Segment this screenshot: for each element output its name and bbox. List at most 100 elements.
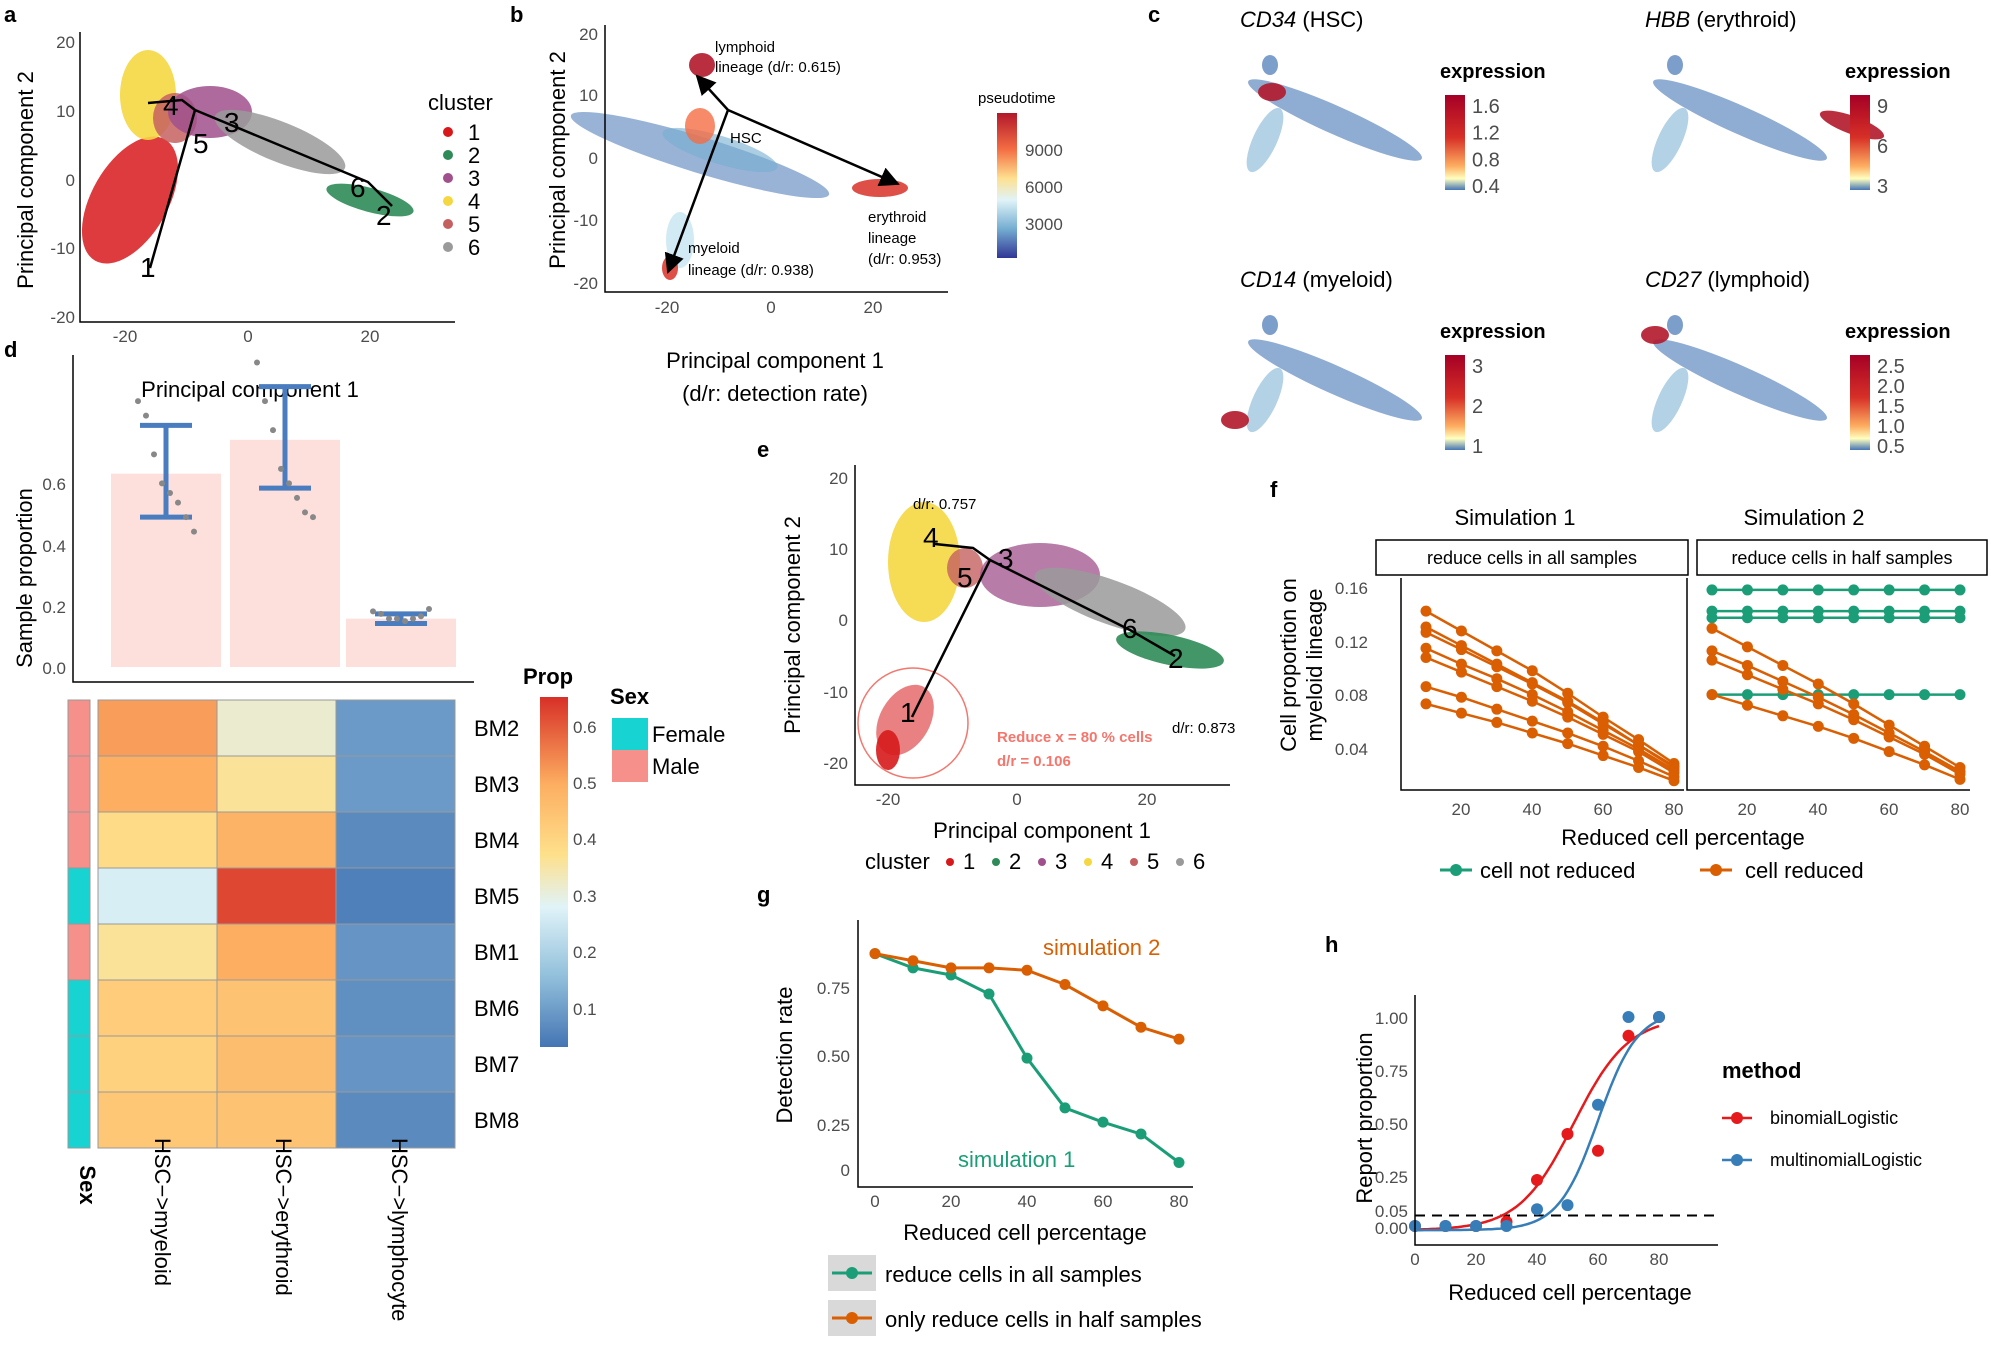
legend-label: 2	[1009, 849, 1021, 874]
panel-d-bars	[111, 359, 456, 667]
legend-label: only reduce cells in half samples	[885, 1307, 1202, 1332]
y-axis-label: Principal component 2	[780, 516, 805, 734]
annotation-dr-right: d/r: 0.873	[1172, 720, 1235, 737]
x-axis-label: Principal component 1	[933, 818, 1151, 843]
series-point	[1777, 659, 1789, 671]
legend-dot	[992, 858, 1000, 866]
panel-h-legend: method binomialLogistic multinomialLogis…	[1722, 1058, 1922, 1170]
panel-h-plot	[1409, 1011, 1718, 1232]
data-point	[418, 613, 424, 620]
data-point	[254, 359, 260, 366]
gene-desc: (erythroid)	[1690, 7, 1796, 32]
series-point	[1592, 1098, 1604, 1111]
x-axis-label: Reduced cell percentage	[903, 1220, 1146, 1245]
data-point	[183, 514, 189, 521]
xtick: 80	[1650, 1250, 1669, 1269]
heatmap-cell	[335, 755, 456, 813]
arrow-myeloid	[664, 109, 730, 274]
panel-b: b 20 10 0 -10 -20 -20 0 20 Principal com…	[510, 2, 1063, 406]
legend-label: reduce cells in all samples	[885, 1262, 1142, 1287]
row-label: BM4	[474, 828, 519, 853]
ytick: 0.75	[1375, 1062, 1408, 1081]
series-line	[1425, 685, 1675, 778]
cluster-1-core	[876, 730, 900, 770]
facet-title-sim1: Simulation 1	[1454, 505, 1575, 530]
ytick: 10	[579, 86, 598, 105]
legend-title: expression	[1845, 61, 1951, 83]
series-point	[1741, 641, 1753, 653]
legend-dot	[1176, 858, 1184, 866]
series-point	[1491, 661, 1503, 673]
series-point	[1561, 1199, 1574, 1212]
series-point	[1883, 746, 1895, 758]
facet-axes	[1686, 578, 1970, 791]
data-point	[394, 615, 400, 622]
series-line	[1425, 656, 1675, 774]
ytick: 0.05	[1375, 1202, 1408, 1221]
series-point	[1562, 738, 1574, 750]
series-line	[1425, 702, 1675, 782]
legend-tick: 0.5	[573, 774, 597, 793]
heatmap-cell	[216, 979, 337, 1037]
heatmap-cell	[216, 699, 337, 757]
legend-label: 5	[468, 212, 480, 237]
annotation-myeloid-dr: lineage (d/r: 0.938)	[688, 262, 814, 279]
xtick: 0	[766, 298, 775, 317]
legend-label: Female	[652, 722, 725, 747]
data-point	[370, 608, 376, 615]
panel-g-plot	[869, 948, 1185, 1169]
data-point	[143, 412, 149, 419]
series-point	[1954, 584, 1966, 596]
legend-label: 4	[1101, 849, 1113, 874]
annotation-dr-top: d/r: 0.757	[913, 496, 976, 513]
legend-label: binomialLogistic	[1770, 1108, 1898, 1128]
panel-f-xticks: 20 40 60 80 20 40 60 80	[1452, 800, 1970, 819]
series-point	[1706, 654, 1718, 666]
legend-dot	[1038, 858, 1046, 866]
facet-strip-sim1	[1375, 539, 1689, 576]
expression-hotspot	[1258, 83, 1286, 101]
series-point	[983, 962, 995, 974]
heatmap-cell	[335, 1035, 456, 1093]
embedding-cloud	[1653, 339, 1827, 421]
pseudotime-legend: pseudotime 9000 6000 3000	[978, 90, 1063, 258]
xtick: 0	[243, 327, 252, 346]
embedding-cloud	[1248, 339, 1422, 421]
ytick: 20	[829, 469, 848, 488]
gene-desc: (lymphoid)	[1701, 267, 1810, 292]
series-point	[1597, 740, 1609, 752]
series-point	[1420, 652, 1432, 663]
data-point	[402, 618, 408, 625]
gene-name: CD34	[1240, 7, 1296, 32]
xtick: 20	[361, 327, 380, 346]
sex-cell	[67, 867, 91, 925]
xtick: -20	[113, 327, 138, 346]
series-point	[1883, 612, 1895, 624]
sex-cell	[67, 979, 91, 1037]
annotation-erythroid-2: lineage	[868, 230, 916, 247]
panel-g-yticks: 0.75 0.50 0.25 0	[817, 979, 850, 1180]
legend-tick: 3000	[1025, 215, 1063, 234]
series-point	[1741, 659, 1753, 671]
xtick: -20	[655, 298, 680, 317]
heatmap-cell	[335, 923, 456, 981]
x-axis-label: Reduced cell percentage	[1448, 1280, 1691, 1305]
panel-h-xticks: 0 20 40 60 80	[1410, 1250, 1668, 1269]
ytick: 0.4	[42, 537, 66, 556]
panel-c-subplots: CD34 (HSC) expression 1.6 1.2 0.8 0.4 HBB (ery…	[1221, 7, 1951, 458]
row-label: BM1	[474, 940, 519, 965]
series-point	[1848, 612, 1860, 624]
ytick: 0.25	[817, 1116, 850, 1135]
heatmap-cell	[97, 923, 218, 981]
cluster-2-cloud	[1116, 631, 1224, 669]
annotation-hsc: HSC	[730, 130, 762, 147]
xtick: 80	[1951, 800, 1970, 819]
facet-strip-sim2	[1696, 539, 1988, 576]
series-point	[1633, 746, 1645, 758]
legend-tick: 1	[1472, 436, 1483, 458]
legend-dot	[1130, 858, 1138, 866]
embedding-branch	[1651, 367, 1689, 433]
legend-label: multinomialLogistic	[1770, 1150, 1922, 1170]
series-point	[1531, 1174, 1543, 1187]
series-point	[869, 948, 881, 960]
